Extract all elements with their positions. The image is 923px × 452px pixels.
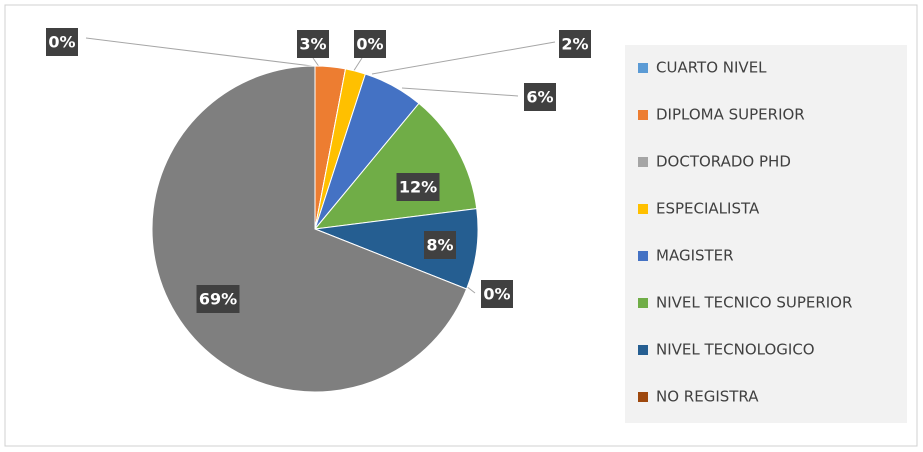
leader-line — [85, 37, 313, 67]
data-label-box — [424, 231, 456, 259]
data-label-box — [46, 28, 78, 56]
legend-label: NIVEL TECNICO SUPERIOR — [656, 294, 852, 312]
data-label: 6% — [526, 88, 553, 107]
legend-label: ESPECIALISTA — [656, 200, 760, 218]
data-label-box — [396, 173, 440, 201]
legend-swatch — [638, 251, 648, 261]
data-label: 0% — [356, 35, 383, 54]
legend-swatch — [638, 63, 648, 73]
data-label-box — [196, 285, 240, 313]
legend-swatch — [638, 110, 648, 120]
data-label: 2% — [561, 35, 588, 54]
legend-label: MAGISTER — [656, 247, 734, 265]
data-label: 3% — [299, 35, 326, 54]
data-label-box — [297, 30, 329, 58]
legend-swatch — [638, 298, 648, 308]
legend-swatch — [638, 204, 648, 214]
data-label: 0% — [483, 285, 510, 304]
data-label-box — [354, 30, 386, 58]
legend-label: NIVEL TECNOLOGICO — [656, 341, 815, 359]
legend-label: DOCTORADO PHD — [656, 153, 791, 171]
data-label-box — [559, 30, 591, 58]
legend-label: CUARTO NIVEL — [656, 59, 767, 77]
data-label: 8% — [426, 236, 453, 255]
data-label-box — [524, 83, 556, 111]
data-label-box — [481, 280, 513, 308]
legend-swatch — [638, 392, 648, 402]
leader-line — [371, 41, 556, 75]
data-label: 0% — [48, 33, 75, 52]
leader-line — [401, 87, 519, 97]
data-label: 12% — [399, 178, 437, 197]
legend-label: DIPLOMA SUPERIOR — [656, 106, 805, 124]
legend-panel — [625, 45, 907, 423]
data-label: 69% — [199, 290, 237, 309]
legend-swatch — [638, 345, 648, 355]
leader-line — [352, 57, 363, 73]
legend-label: NO REGISTRA — [656, 388, 759, 406]
legend-swatch — [638, 157, 648, 167]
